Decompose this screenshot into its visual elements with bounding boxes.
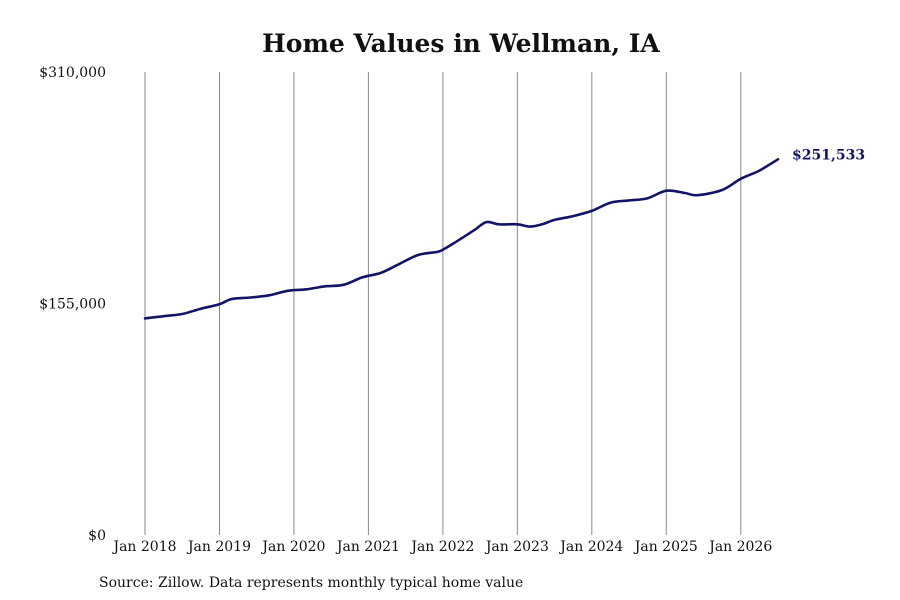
x-axis-tick-labels: Jan 2018 Jan 2019 Jan 2020 Jan 2021 Jan 2022… xyxy=(111,539,772,555)
y-axis-tick-labels: $0 $155,000 $310,000 xyxy=(39,65,106,544)
series-layer xyxy=(143,158,780,320)
x-tick-label: Jan 2021 xyxy=(335,539,400,555)
x-tick-label: Jan 2018 xyxy=(111,539,176,555)
x-tick-label: Jan 2026 xyxy=(707,539,772,555)
chart-title: Home Values in Wellman, IA xyxy=(262,29,660,58)
home-value-line xyxy=(143,158,780,320)
end-value-label: $251,533 xyxy=(792,147,865,163)
x-tick-label: Jan 2020 xyxy=(260,539,325,555)
grid-lines xyxy=(144,72,742,535)
x-tick-label: Jan 2023 xyxy=(484,539,549,555)
x-tick-label: Jan 2019 xyxy=(186,539,251,555)
x-tick-label: Jan 2022 xyxy=(409,539,474,555)
x-tick-label: Jan 2025 xyxy=(633,539,698,555)
y-tick-label: $155,000 xyxy=(39,297,106,313)
y-tick-label: $310,000 xyxy=(39,65,106,81)
source-note: Source: Zillow. Data represents monthly … xyxy=(99,575,523,591)
x-tick-label: Jan 2024 xyxy=(558,539,623,555)
y-tick-label: $0 xyxy=(88,528,106,544)
